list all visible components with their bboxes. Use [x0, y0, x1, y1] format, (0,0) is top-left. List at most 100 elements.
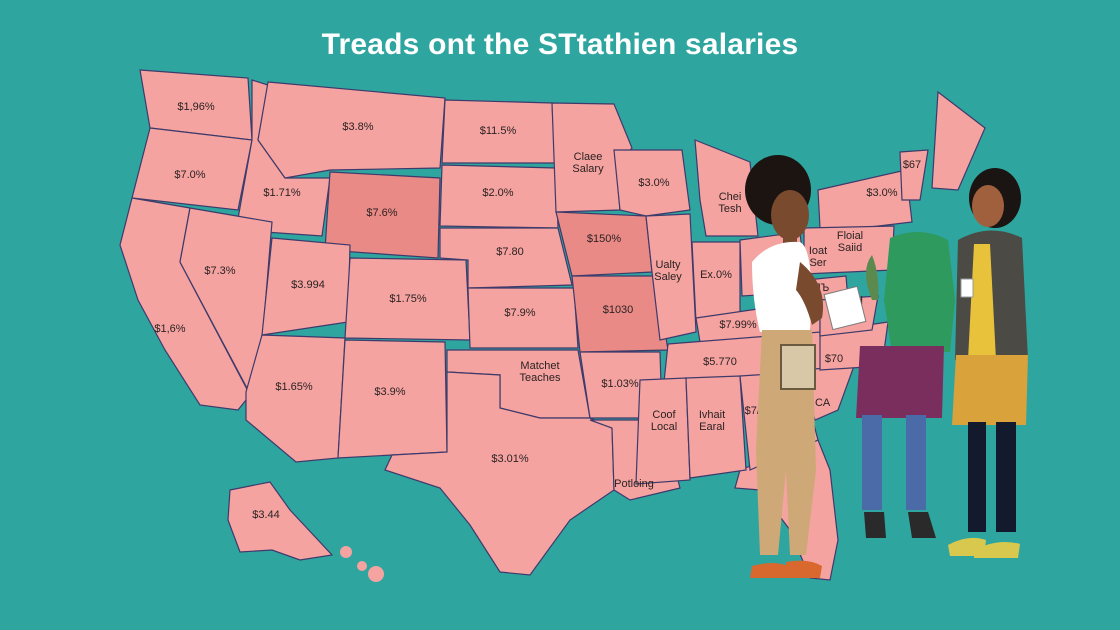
state-label-nd: $11.5%: [480, 125, 517, 137]
state-label-sd: $2.0%: [482, 187, 513, 199]
state-label-ms: Coof Local: [651, 409, 677, 433]
state-label-line: $70: [825, 353, 843, 365]
state-label-line: $1,6%: [154, 323, 185, 335]
state-label-line: Saley: [654, 271, 682, 283]
state-or: [131, 127, 253, 211]
state-il: [645, 213, 697, 341]
state-label-line: $11.5%: [480, 125, 517, 137]
state-wi: [613, 149, 691, 217]
state-label-mi: Chei Tesh: [718, 191, 741, 215]
state-label-line: Ioat: [809, 245, 827, 257]
plant-leaves: [866, 255, 879, 300]
sandal-left: [864, 512, 886, 538]
state-ak: [227, 481, 334, 561]
state-label-or: $7.0%: [174, 169, 205, 181]
state-mi: [694, 139, 759, 237]
state-label-line: Teaches: [520, 372, 561, 384]
state-label-ks: $7.9%: [504, 307, 535, 319]
state-label-oh: Ioat Ser: [809, 245, 827, 269]
state-label-line: $1.75%: [389, 293, 427, 305]
state-label-line: Potloing: [614, 478, 654, 490]
sandal-right: [908, 512, 936, 538]
state-label-line: $3.8%: [342, 121, 373, 133]
state-label-mo: $1030: [603, 304, 634, 316]
state-label-wi: $3.0%: [638, 177, 669, 189]
state-labels-layer: $1,96% $7.0% $1,6% $1.71% $7.3% $3.8% $7.6% $3.…: [154, 101, 921, 521]
state-mt: [257, 81, 446, 179]
state-me: [931, 90, 986, 191]
state-ms: [635, 377, 691, 485]
state-label-ar: $1.03%: [601, 378, 639, 390]
yellow-top: [968, 244, 996, 360]
leg-left: [862, 415, 882, 510]
state-label-tx: $3.01%: [491, 453, 529, 465]
state-label-wy: $7.6%: [366, 207, 397, 219]
state-label-mn: Claee Salary: [572, 151, 604, 175]
state-label-line: Claee: [574, 151, 603, 163]
state-label-line: Local: [651, 421, 677, 433]
state-label-line: $7.3%: [204, 265, 235, 277]
state-ks: [467, 287, 579, 349]
state-label-in: Ex.0%: [700, 269, 732, 281]
state-label-line: Chei: [719, 191, 742, 203]
white-shirt: [752, 241, 812, 332]
face: [972, 185, 1004, 227]
shoe-right: [974, 542, 1020, 558]
state-ny: [817, 169, 913, 229]
state-label-line: Ex.0%: [700, 269, 732, 281]
state-vt: [899, 149, 929, 201]
state-label-line: Saiid: [838, 242, 862, 254]
state-label-line: Salary: [572, 163, 604, 175]
state-label-line: Tesh: [718, 203, 741, 215]
state-label-line: $2.0%: [482, 187, 513, 199]
state-label-line: $3.01%: [491, 453, 529, 465]
island: [368, 566, 384, 582]
state-label-line: Ser: [809, 257, 826, 269]
state-label-line: Earal: [699, 421, 725, 433]
island: [340, 546, 352, 558]
teacher-figure-middle: [823, 231, 955, 538]
state-label-al: Ivhait Earal: [699, 409, 725, 433]
state-label-line: $5.770: [703, 356, 737, 368]
state-label-co: $1.75%: [389, 293, 427, 305]
states-layer: [119, 69, 986, 582]
state-label-ca: $1,6%: [154, 323, 185, 335]
state-label-ky: $7.99%: [719, 319, 757, 331]
state-label-tn: $5.770: [703, 356, 737, 368]
state-label-line: $7.9%: [504, 307, 535, 319]
state-label-line: $3.44: [252, 509, 280, 521]
state-az: [245, 334, 346, 463]
state-label-mt: $3.8%: [342, 121, 373, 133]
state-al: [685, 375, 747, 479]
shoe-right: [786, 560, 822, 578]
state-wy: [324, 171, 441, 259]
state-label-line: $7.99%: [719, 319, 757, 331]
state-label-nc: $70: [825, 353, 843, 365]
state-label-az: $1.65%: [275, 381, 313, 393]
state-label-nv: $7.3%: [204, 265, 235, 277]
state-label-line: Floial: [837, 230, 863, 242]
teacher-figure-right: [948, 168, 1028, 558]
state-label-line: $150%: [587, 233, 621, 245]
state-label-line: Ivhait: [699, 409, 725, 421]
state-label-ia: $150%: [587, 233, 621, 245]
shoe-left: [750, 563, 790, 578]
state-label-line: $7.6%: [366, 207, 397, 219]
state-label-line: $1.65%: [275, 381, 313, 393]
state-label-id: $1.71%: [263, 187, 301, 199]
state-label-line: Ualty: [655, 259, 681, 271]
page-title: Treads ont the STtathien salaries: [321, 28, 799, 61]
island: [357, 561, 367, 571]
paper-note: [960, 278, 974, 298]
state-label-line: $7.80: [496, 246, 524, 258]
state-label-line: $67: [903, 159, 921, 171]
state-nm: [337, 339, 448, 459]
state-label-pa: Floial Saiid: [837, 230, 863, 254]
state-label-ut: $3.994: [291, 279, 325, 291]
state-label-la: Potloing: [614, 478, 654, 490]
book: [780, 344, 816, 390]
green-cardigan: [884, 231, 955, 352]
state-label-line: $3.0%: [866, 187, 897, 199]
state-label-ak: $3.44: [252, 509, 280, 521]
salary-card: [823, 285, 867, 331]
